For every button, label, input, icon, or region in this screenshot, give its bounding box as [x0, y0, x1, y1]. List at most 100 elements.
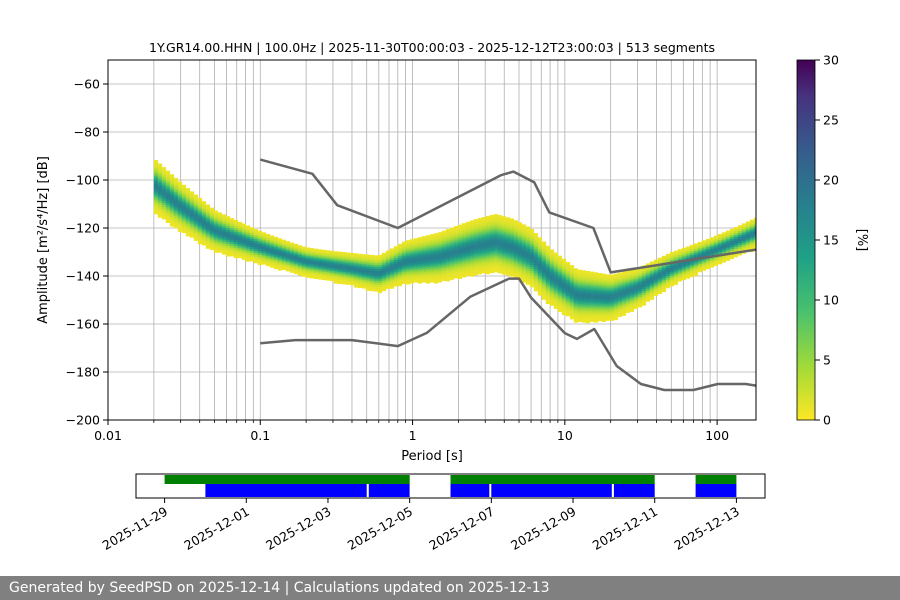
y-tick-label: −160 [66, 317, 100, 332]
psd-cell [321, 255, 327, 259]
psd-cell [493, 268, 499, 271]
psd-cell [553, 288, 559, 291]
psd-cell [425, 275, 431, 278]
psd-cell [193, 230, 199, 233]
psd-cell [673, 268, 679, 271]
psd-cell [313, 274, 319, 277]
psd-cell [257, 238, 263, 242]
psd-cell [493, 232, 499, 235]
psd-cell [669, 276, 675, 279]
psd-cell [549, 277, 555, 280]
psd-cell [253, 251, 259, 254]
psd-cell [373, 287, 379, 290]
psd-cell [485, 257, 491, 261]
psd-cell [421, 266, 427, 269]
psd-cell [465, 223, 471, 227]
psd-cell [357, 257, 363, 261]
psd-cell [253, 253, 259, 256]
psd-cell [553, 276, 559, 279]
psd-cell [569, 301, 575, 304]
y-tick-label: −180 [66, 365, 100, 380]
psd-cell [157, 189, 163, 192]
psd-cell [569, 265, 575, 268]
psd-cell [673, 256, 679, 259]
psd-cell [209, 209, 215, 212]
psd-cell [533, 243, 539, 246]
psd-cell [445, 265, 451, 268]
psd-cell [157, 201, 163, 204]
psd-cell [413, 280, 419, 283]
psd-cell [417, 263, 423, 266]
psd-cell [481, 269, 487, 272]
psd-cell [349, 254, 355, 258]
psd-cell [381, 284, 387, 288]
psd-cell [253, 231, 259, 234]
psd-cell [233, 221, 239, 225]
psd-cell [281, 249, 287, 252]
psd-cell [629, 281, 635, 284]
psd-cell [425, 259, 431, 262]
psd-cell [489, 238, 495, 242]
psd-cell [433, 241, 439, 244]
psd-cell [509, 242, 515, 245]
psd-cell [373, 279, 379, 282]
psd-cell [581, 296, 587, 299]
psd-cell [465, 227, 471, 231]
psd-cell [589, 299, 595, 302]
psd-cell [309, 274, 315, 277]
psd-cell [457, 226, 463, 229]
psd-cell [453, 248, 459, 251]
psd-cell [201, 207, 207, 210]
psd-cell [161, 167, 167, 170]
psd-cell [641, 287, 647, 290]
psd-cell [641, 285, 647, 288]
psd-cell [693, 259, 699, 262]
psd-cell [229, 252, 235, 255]
psd-cell [393, 256, 399, 259]
psd-cell [681, 263, 687, 267]
psd-cell [657, 273, 663, 276]
psd-cell [609, 280, 615, 283]
psd-cell [737, 249, 743, 252]
psd-cell [221, 238, 227, 241]
psd-cell [389, 280, 395, 283]
psd-cell [361, 280, 367, 283]
psd-cell [621, 275, 627, 278]
psd-cell [273, 246, 279, 250]
psd-cell [569, 269, 575, 272]
psd-cell [633, 280, 639, 283]
psd-cell [405, 252, 411, 255]
psd-cell [385, 260, 391, 263]
psd-cell [153, 194, 159, 197]
psd-cell [565, 296, 571, 299]
psd-cell [237, 225, 243, 229]
psd-cell [705, 266, 711, 270]
psd-cell [589, 291, 595, 294]
psd-cell [481, 229, 487, 232]
psd-cell [421, 264, 427, 267]
psd-cell [289, 266, 295, 269]
psd-cell [313, 254, 319, 257]
psd-cell [553, 254, 559, 257]
psd-cell [397, 257, 403, 261]
psd-cell [617, 290, 623, 293]
psd-cell [593, 286, 599, 289]
psd-cell [181, 196, 187, 200]
psd-cell [565, 294, 571, 297]
psd-cell [217, 218, 223, 221]
psd-cell [397, 243, 403, 247]
psd-cell [401, 251, 407, 254]
psd-cell [681, 267, 687, 271]
psd-cell [697, 251, 703, 255]
psd-cell [321, 271, 327, 275]
available-data-segment [164, 475, 410, 484]
psd-cell [717, 248, 723, 251]
psd-cell [397, 275, 403, 279]
psd-cell [313, 250, 319, 253]
psd-cell [473, 261, 479, 264]
psd-cell [537, 263, 543, 266]
psd-cell [741, 239, 747, 242]
psd-cell [473, 219, 479, 222]
psd-cell [629, 289, 635, 292]
psd-cell [549, 251, 555, 254]
